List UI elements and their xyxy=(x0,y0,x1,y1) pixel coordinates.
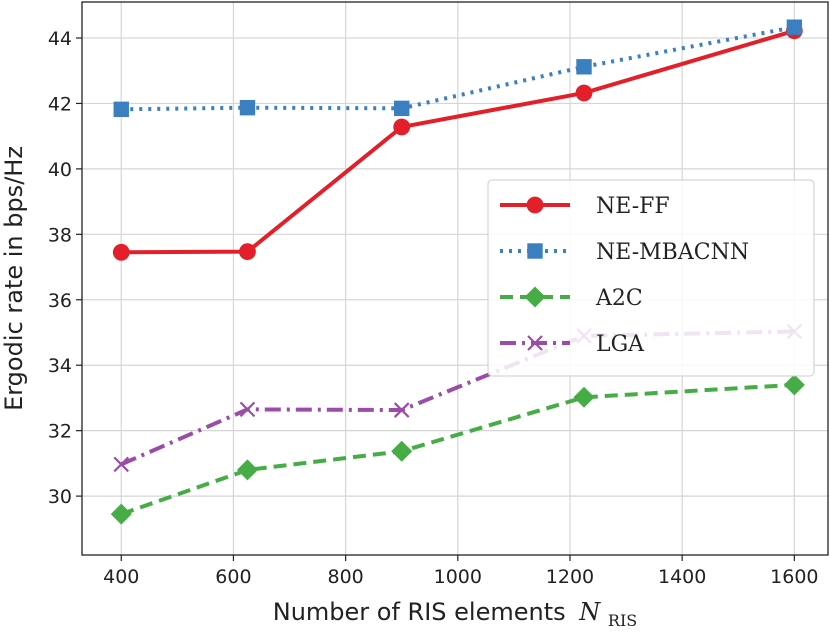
point-ne-mbacnn-900 xyxy=(394,100,410,117)
y-tick-label-38: 38 xyxy=(48,224,72,246)
y-axis-label: Ergodic rate in bps/Hz xyxy=(0,146,28,411)
x-tick-label-400: 400 xyxy=(103,566,139,588)
legend-marker-ne-mbacnn xyxy=(527,243,543,259)
point-a2c-1225 xyxy=(573,386,595,408)
legend-item-ne-ff: NE-FF xyxy=(500,194,670,219)
legend: NE-FF NE-MBACNN A2C LGA xyxy=(487,179,815,377)
x-axis-label: Number of RIS elements N RIS xyxy=(273,598,638,630)
x-tick-label-1200: 1200 xyxy=(546,566,594,588)
x-tick-label-600: 600 xyxy=(215,566,251,588)
point-a2c-625 xyxy=(236,459,258,481)
point-ne-ff-900 xyxy=(393,118,411,136)
x-tick-label-800: 800 xyxy=(327,566,363,588)
point-ne-ff-625 xyxy=(239,243,256,261)
point-ne-mbacnn-625 xyxy=(239,99,256,116)
legend-marker-a2c xyxy=(524,286,546,308)
y-tick-label-44: 44 xyxy=(48,28,72,50)
point-lga-400 xyxy=(113,456,130,473)
point-ne-mbacnn-1600 xyxy=(786,19,803,35)
legend-label-ne-mbacnn: NE-MBACNN xyxy=(596,240,749,265)
legend-label-ne-ff: NE-FF xyxy=(596,194,670,219)
point-lga-625 xyxy=(239,401,256,418)
point-ne-mbacnn-1225 xyxy=(576,59,592,75)
y-tick-label-40: 40 xyxy=(48,159,72,181)
legend-item-lga: LGA xyxy=(500,332,645,357)
point-lga-900 xyxy=(393,402,410,418)
point-a2c-1600 xyxy=(783,374,805,396)
point-ne-ff-400 xyxy=(112,243,130,261)
point-ne-mbacnn-400 xyxy=(113,101,129,118)
legend-label-a2c: A2C xyxy=(595,286,643,311)
legend-marker-ne-ff xyxy=(526,196,544,214)
legend-item-ne-mbacnn: NE-MBACNN xyxy=(500,240,749,265)
axis-ticks: 400 600 800 1000 1200 1400 1600 30 32 34 36 38 40 42 4… xyxy=(48,28,819,588)
series-a2c xyxy=(110,374,805,525)
x-tick-label-1400: 1400 xyxy=(658,566,706,588)
y-tick-label-34: 34 xyxy=(48,355,72,377)
x-tick-label-1000: 1000 xyxy=(434,566,482,588)
point-a2c-900 xyxy=(391,440,413,462)
y-tick-label-36: 36 xyxy=(48,290,72,312)
x-tick-label-1600: 1600 xyxy=(770,566,818,588)
legend-box xyxy=(487,179,815,377)
y-tick-label-30: 30 xyxy=(48,486,72,508)
legend-item-a2c: A2C xyxy=(500,286,643,311)
y-tick-label-32: 32 xyxy=(48,421,72,443)
series-ne-mbacnn xyxy=(113,19,803,118)
point-a2c-400 xyxy=(110,503,132,525)
plot-frame xyxy=(81,1,829,556)
legend-marker-lga xyxy=(527,335,543,351)
y-tick-label-42: 42 xyxy=(48,93,72,115)
legend-label-lga: LGA xyxy=(596,332,645,357)
point-ne-ff-1225 xyxy=(575,84,593,102)
